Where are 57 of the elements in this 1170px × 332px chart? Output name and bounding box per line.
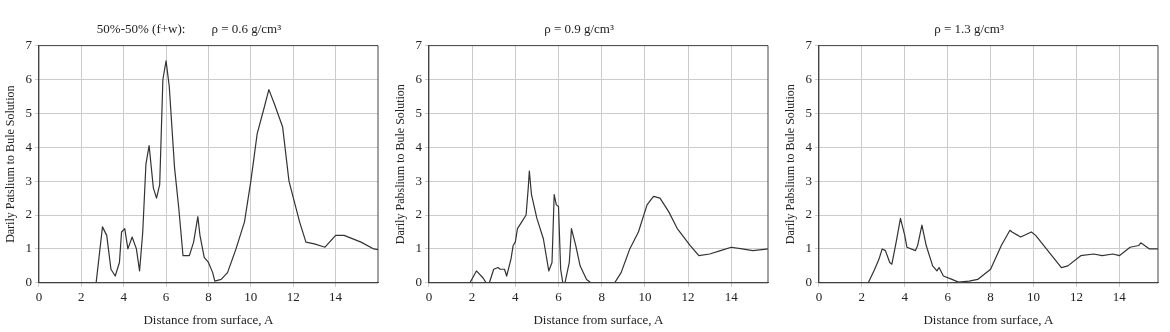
x-tick-label: 10 — [1027, 289, 1041, 305]
y-tick-label: 0 — [415, 274, 422, 290]
y-axis-title: Darily Pabslium to Bule Solution — [393, 84, 408, 245]
y-tick-label: 2 — [25, 206, 32, 222]
x-tick-label: 10 — [638, 289, 652, 305]
x-axis-title: Distance from surface, A — [143, 311, 275, 327]
y-tick-label: 3 — [25, 172, 32, 188]
y-tick-label: 6 — [25, 70, 33, 86]
chart-title: 50%-50% (f+w): ρ = 0.6 g/cm³ — [96, 21, 282, 37]
x-tick-label: 8 — [987, 289, 994, 305]
y-tick-label: 4 — [415, 138, 423, 154]
y-tick-label: 0 — [805, 274, 812, 290]
x-tick-label: 12 — [286, 289, 300, 305]
y-tick-label: 5 — [25, 104, 32, 120]
x-tick-label: 14 — [724, 289, 739, 305]
y-tick-label: 7 — [415, 37, 423, 53]
x-tick-label: 6 — [162, 289, 170, 305]
y-tick-label: 1 — [415, 240, 422, 256]
y-axis-title: Darily Pabslium to Bule Solution — [783, 84, 798, 245]
y-tick-label: 6 — [415, 70, 423, 86]
y-tick-label: 7 — [805, 37, 813, 53]
x-tick-label: 0 — [815, 289, 823, 305]
x-tick-label: 12 — [681, 289, 695, 305]
y-tick-label: 4 — [25, 138, 33, 154]
y-tick-label: 7 — [25, 37, 33, 53]
x-tick-label: 4 — [512, 289, 520, 305]
x-tick-label: 4 — [120, 289, 128, 305]
y-tick-label: 2 — [805, 206, 812, 222]
x-tick-label: 8 — [205, 289, 212, 305]
y-tick-label: 5 — [415, 104, 422, 120]
x-tick-label: 0 — [425, 289, 433, 305]
y-tick-label: 4 — [805, 138, 813, 154]
y-tick-label: 3 — [415, 172, 422, 188]
y-tick-label: 1 — [25, 240, 32, 256]
y-tick-label: 1 — [805, 240, 812, 256]
y-tick-label: 2 — [415, 206, 422, 222]
x-tick-label: 14 — [329, 289, 343, 305]
x-tick-label: 10 — [244, 289, 258, 305]
x-tick-label: 0 — [35, 289, 43, 305]
x-tick-label: 2 — [858, 289, 866, 305]
x-tick-label: 8 — [598, 289, 605, 305]
y-tick-label: 0 — [25, 274, 32, 290]
x-tick-label: 6 — [555, 289, 563, 305]
x-tick-label: 12 — [1069, 289, 1083, 305]
y-axis-title: Darily Patslium to Bule Solution — [3, 85, 18, 243]
x-tick-label: 14 — [1112, 289, 1127, 305]
x-tick-label: 6 — [944, 289, 952, 305]
x-tick-label: 2 — [78, 289, 85, 305]
x-axis-title: Distance from surface, A — [923, 311, 1055, 327]
chart-title: ρ = 0.9 g/cm³ — [544, 21, 614, 37]
y-tick-label: 3 — [805, 172, 812, 188]
x-tick-label: 2 — [468, 289, 476, 305]
chart-title: ρ = 1.3 g/cm³ — [934, 21, 1004, 37]
x-axis-title: Distance from surface, A — [533, 311, 665, 327]
y-tick-label: 5 — [805, 104, 812, 120]
x-tick-label: 4 — [901, 289, 909, 305]
y-tick-label: 6 — [805, 70, 813, 86]
